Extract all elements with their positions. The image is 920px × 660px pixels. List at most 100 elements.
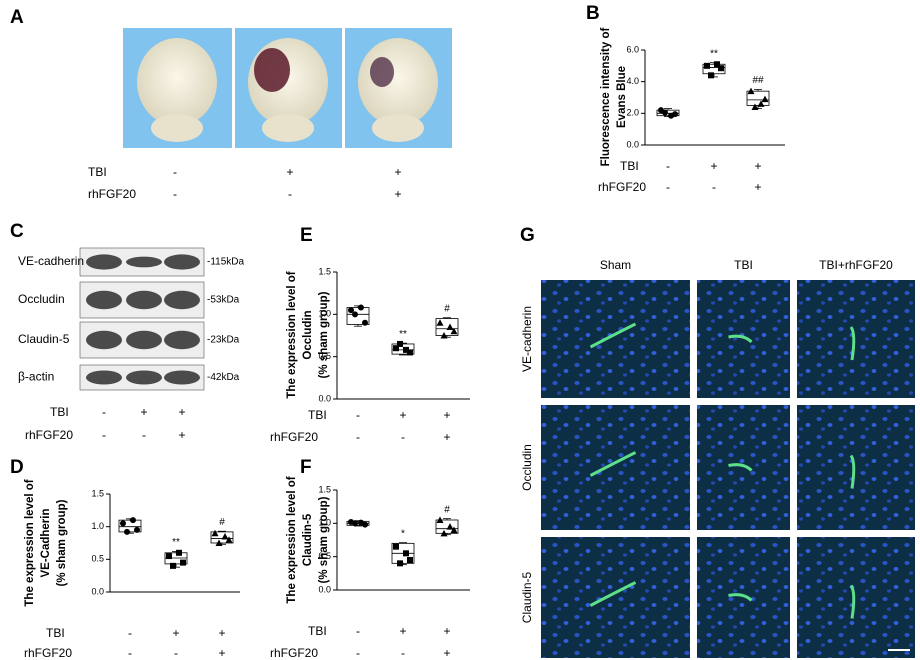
y-tick-label: 0.5 <box>91 554 104 564</box>
condition-name: rhFGF20 <box>24 646 72 660</box>
box <box>210 531 234 544</box>
band-size: -53kDa <box>207 295 240 306</box>
condition-value: + <box>754 180 761 194</box>
condition-value: - <box>401 430 405 444</box>
y-tick-label: 1.5 <box>91 488 104 498</box>
annotation: # <box>444 504 450 515</box>
condition-value: + <box>754 159 761 173</box>
band <box>164 330 200 350</box>
condition-name: rhFGF20 <box>598 180 646 194</box>
panel-letter: A <box>10 7 24 28</box>
point <box>708 72 714 79</box>
point <box>225 536 233 543</box>
point <box>120 520 126 527</box>
point <box>166 553 172 560</box>
micrograph <box>797 405 915 530</box>
condition-value: - <box>666 159 670 173</box>
row-label: Occludin <box>520 444 534 491</box>
condition-name: rhFGF20 <box>88 187 136 201</box>
vessel <box>849 584 856 619</box>
condition-value: - <box>288 187 292 201</box>
point <box>757 100 765 107</box>
condition-value: - <box>128 626 132 640</box>
band <box>126 290 162 310</box>
condition-value: - <box>712 180 716 194</box>
point <box>352 311 358 318</box>
brain <box>137 38 217 126</box>
point <box>662 109 668 116</box>
brain <box>358 38 438 126</box>
condition-value: - <box>356 624 360 638</box>
y-axis-label: VE-Cadherin <box>40 508 52 577</box>
annotation: ## <box>752 75 764 86</box>
point <box>436 516 444 523</box>
annotation: ** <box>172 537 180 548</box>
point <box>446 323 454 331</box>
band <box>164 290 200 310</box>
micrograph <box>541 405 690 530</box>
point <box>180 559 186 566</box>
annotation: ** <box>710 48 718 59</box>
y-tick-label: 0.0 <box>91 586 104 596</box>
condition-value: - <box>128 646 132 660</box>
band-name: VE-cadherin <box>18 254 84 268</box>
band <box>126 330 162 350</box>
condition-name: rhFGF20 <box>25 428 73 442</box>
band <box>86 330 122 350</box>
band-name: Claudin-5 <box>18 332 70 346</box>
condition-value: + <box>178 428 185 442</box>
panel-letter: B <box>586 3 600 24</box>
point <box>124 528 130 535</box>
annotation: # <box>444 303 450 314</box>
point <box>134 526 140 533</box>
y-axis-label: The expression level of <box>286 476 298 603</box>
condition-value: - <box>174 646 178 660</box>
point <box>403 346 409 353</box>
point <box>211 529 219 537</box>
condition-name: TBI <box>308 624 327 638</box>
y-tick-label: 1.0 <box>318 309 331 319</box>
condition-name: rhFGF20 <box>270 430 318 444</box>
condition-value: + <box>172 626 179 640</box>
y-axis-label: (% sham group) <box>56 499 68 586</box>
band <box>86 370 122 385</box>
condition-value: - <box>356 430 360 444</box>
condition-value: + <box>218 646 225 660</box>
condition-value: + <box>218 626 225 640</box>
y-axis-label: (% sham group) <box>318 291 330 378</box>
y-tick-label: 4.0 <box>626 76 639 86</box>
band <box>164 370 200 385</box>
condition-value: + <box>443 430 450 444</box>
panel-letter: C <box>10 221 24 242</box>
condition-value: - <box>173 165 177 179</box>
point <box>407 349 413 356</box>
condition-value: - <box>356 646 360 660</box>
point <box>397 340 403 347</box>
condition-value: - <box>666 180 670 194</box>
point <box>747 87 755 95</box>
point <box>714 61 720 68</box>
band-name: Occludin <box>18 292 65 306</box>
panel-letter: F <box>300 457 312 478</box>
y-axis-label: (% sham group) <box>318 496 330 583</box>
y-tick-label: 1.5 <box>318 266 331 276</box>
vessel <box>589 451 637 477</box>
cerebellum <box>372 114 424 142</box>
annotation: * <box>401 528 405 539</box>
panel-letter: D <box>10 457 24 478</box>
cerebellum <box>262 114 314 142</box>
condition-name: rhFGF20 <box>270 646 318 660</box>
band <box>86 290 122 310</box>
point <box>450 327 458 335</box>
point <box>751 103 759 110</box>
point <box>450 526 458 533</box>
band-size: -42kDa <box>207 372 240 383</box>
band-size: -115kDa <box>207 257 244 268</box>
y-axis-label: The expression level of <box>24 479 36 606</box>
annotation: ** <box>399 329 407 340</box>
vessel <box>728 334 753 344</box>
point <box>440 332 448 339</box>
condition-name: TBI <box>88 165 107 179</box>
vessel <box>728 593 753 602</box>
micrograph <box>697 405 790 530</box>
